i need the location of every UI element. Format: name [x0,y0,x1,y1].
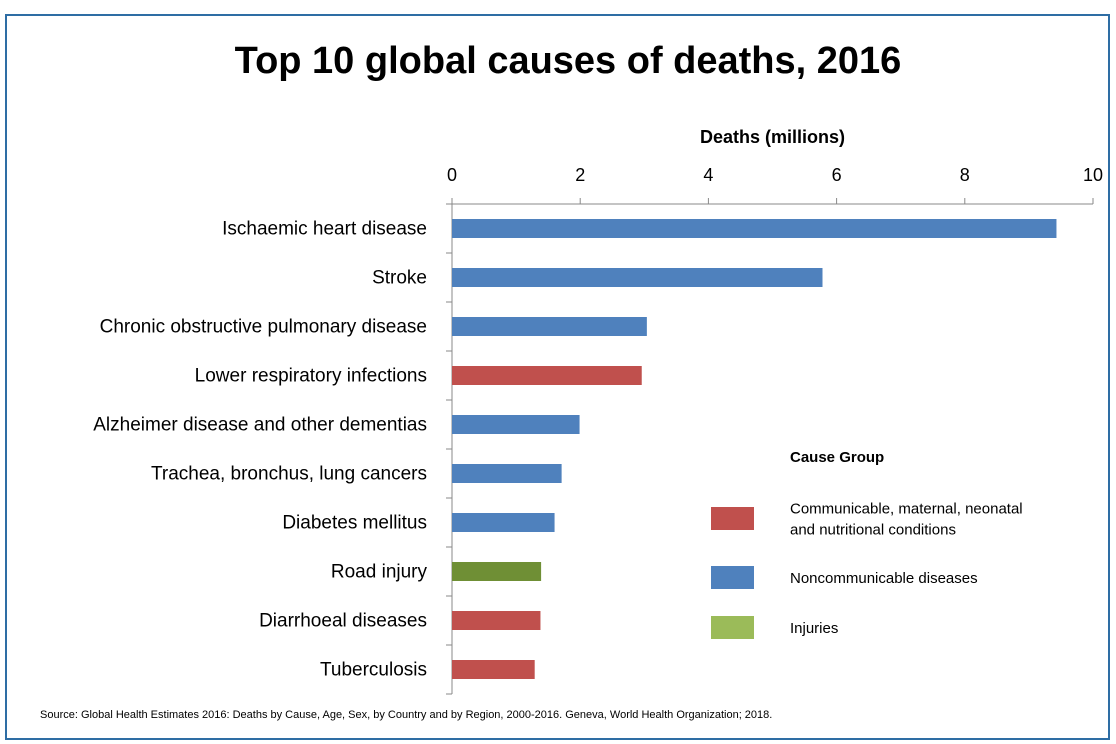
x-tick-label: 4 [703,165,713,185]
category-label: Tuberculosis [320,660,427,681]
x-tick-label: 8 [960,165,970,185]
bar [452,464,562,483]
source-note: Source: Global Health Estimates 2016: De… [40,709,773,721]
legend-label: and nutritional conditions [790,522,956,539]
category-label: Diarrhoeal diseases [259,611,427,632]
x-tick-label: 6 [832,165,842,185]
category-label: Alzheimer disease and other dementias [93,415,427,436]
bar [452,366,642,385]
category-label: Road injury [331,562,428,583]
bar [452,513,555,532]
bar [452,611,541,630]
legend-swatch [711,507,754,530]
category-label: Stroke [372,268,427,289]
x-tick-label: 0 [447,165,457,185]
legend-swatch [711,566,754,589]
category-label: Lower respiratory infections [195,366,427,387]
bar [452,268,823,287]
x-tick-label: 10 [1083,165,1103,185]
bar [452,415,580,434]
bar [452,317,647,336]
legend-title: Cause Group [790,449,884,466]
x-axis-label: Deaths (millions) [700,127,845,147]
x-tick-label: 2 [575,165,585,185]
legend-swatch [711,616,754,639]
chart-title: Top 10 global causes of deaths, 2016 [234,40,902,82]
category-label: Chronic obstructive pulmonary disease [100,317,427,338]
category-label: Diabetes mellitus [282,513,427,534]
category-label: Ischaemic heart disease [222,219,427,240]
legend-label: Noncommunicable diseases [790,570,978,587]
category-label: Trachea, bronchus, lung cancers [151,464,427,485]
bar [452,562,542,581]
legend-label: Communicable, maternal, neonatal [790,501,1023,518]
bar [452,219,1057,238]
legend-label: Injuries [790,620,838,637]
bar [452,660,535,679]
